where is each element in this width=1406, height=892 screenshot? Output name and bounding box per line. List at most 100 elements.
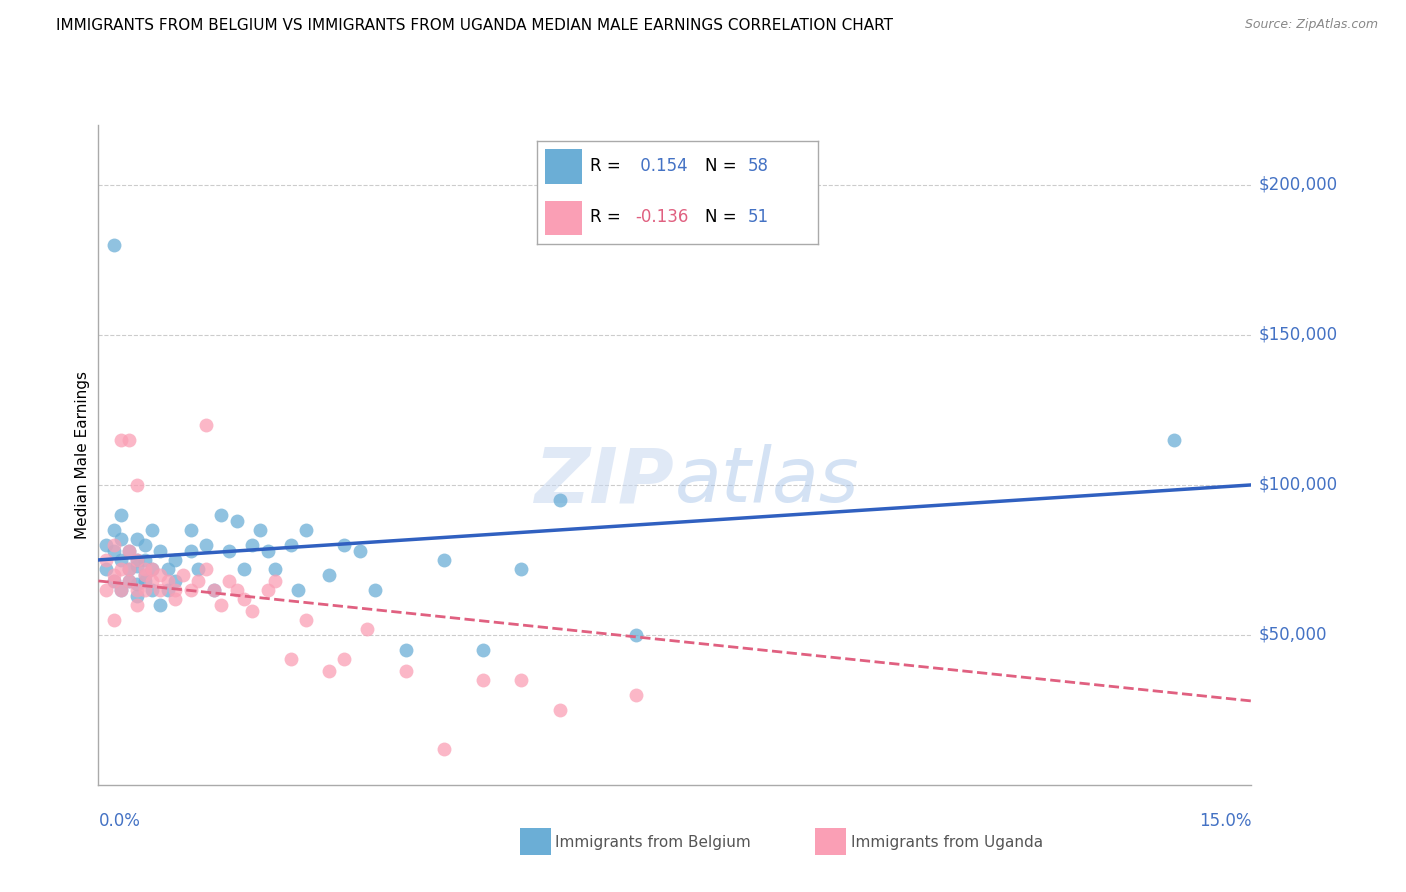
Point	[103, 574, 125, 588]
Point	[118, 544, 141, 558]
Point	[433, 742, 456, 756]
Text: 0.154: 0.154	[636, 157, 688, 175]
Point	[202, 582, 225, 597]
Point	[134, 553, 156, 567]
Point	[364, 582, 387, 597]
Point	[548, 703, 571, 717]
Point	[295, 613, 318, 627]
Point	[510, 673, 533, 687]
Point	[103, 538, 125, 552]
Point	[433, 553, 456, 567]
Text: ZIP: ZIP	[536, 444, 675, 518]
Point	[149, 544, 172, 558]
Point	[125, 553, 148, 567]
Point	[118, 544, 141, 558]
Point	[626, 688, 648, 702]
Point	[141, 562, 163, 576]
Point	[626, 628, 648, 642]
Point	[125, 598, 148, 612]
Point	[333, 652, 356, 666]
Point	[225, 514, 247, 528]
Point	[141, 562, 163, 576]
Point	[318, 568, 340, 582]
Point	[395, 643, 418, 657]
Point	[118, 562, 141, 576]
Point	[94, 538, 117, 552]
Point	[225, 582, 247, 597]
Text: $100,000: $100,000	[1258, 476, 1337, 494]
Point	[149, 568, 172, 582]
Point	[233, 591, 256, 606]
Point	[172, 568, 194, 582]
Point	[134, 582, 156, 597]
Point	[118, 433, 141, 447]
Point	[103, 523, 125, 537]
Text: 58: 58	[748, 157, 769, 175]
Point	[356, 622, 378, 636]
Point	[125, 577, 148, 591]
Point	[165, 582, 187, 597]
Text: 0.0%: 0.0%	[98, 812, 141, 830]
Point	[110, 508, 132, 522]
Point	[187, 562, 209, 576]
Text: -0.136: -0.136	[636, 208, 689, 226]
Point	[209, 508, 232, 522]
Point	[103, 574, 125, 588]
Point	[141, 574, 163, 588]
Point	[134, 568, 156, 582]
Point	[110, 582, 132, 597]
Text: $50,000: $50,000	[1258, 626, 1327, 644]
Point	[156, 582, 179, 597]
Point	[548, 492, 571, 507]
Text: R =: R =	[591, 208, 626, 226]
Text: $150,000: $150,000	[1258, 326, 1337, 344]
Point	[94, 553, 117, 567]
Point	[295, 523, 318, 537]
Point	[125, 558, 148, 573]
Point	[118, 574, 141, 588]
Point	[103, 613, 125, 627]
Point	[110, 553, 132, 567]
Text: N =: N =	[706, 208, 742, 226]
Point	[280, 538, 302, 552]
Point	[240, 604, 263, 618]
Point	[333, 538, 356, 552]
Point	[141, 582, 163, 597]
Point	[94, 562, 117, 576]
Point	[395, 664, 418, 678]
Point	[118, 562, 141, 576]
Bar	[546, 201, 582, 235]
Point	[134, 538, 156, 552]
Point	[103, 568, 125, 582]
Point	[134, 562, 156, 576]
Point	[264, 562, 287, 576]
Point	[110, 582, 132, 597]
Point	[103, 544, 125, 558]
Bar	[546, 149, 582, 185]
Text: 15.0%: 15.0%	[1199, 812, 1251, 830]
Point	[256, 544, 278, 558]
Text: Immigrants from Belgium: Immigrants from Belgium	[555, 836, 751, 850]
Point	[240, 538, 263, 552]
Point	[165, 553, 187, 567]
Point	[249, 523, 271, 537]
Text: atlas: atlas	[675, 444, 859, 518]
Point	[118, 574, 141, 588]
Point	[165, 574, 187, 588]
Point	[287, 582, 309, 597]
Point	[134, 568, 156, 582]
Text: R =: R =	[591, 157, 626, 175]
Point	[125, 553, 148, 567]
Point	[110, 562, 132, 576]
Point	[149, 598, 172, 612]
Point	[233, 562, 256, 576]
Point	[180, 582, 202, 597]
Point	[209, 598, 232, 612]
Point	[218, 544, 240, 558]
Text: Source: ZipAtlas.com: Source: ZipAtlas.com	[1244, 18, 1378, 31]
Point	[125, 532, 148, 546]
Point	[125, 582, 148, 597]
Point	[318, 664, 340, 678]
Point	[471, 643, 494, 657]
Point	[349, 544, 371, 558]
